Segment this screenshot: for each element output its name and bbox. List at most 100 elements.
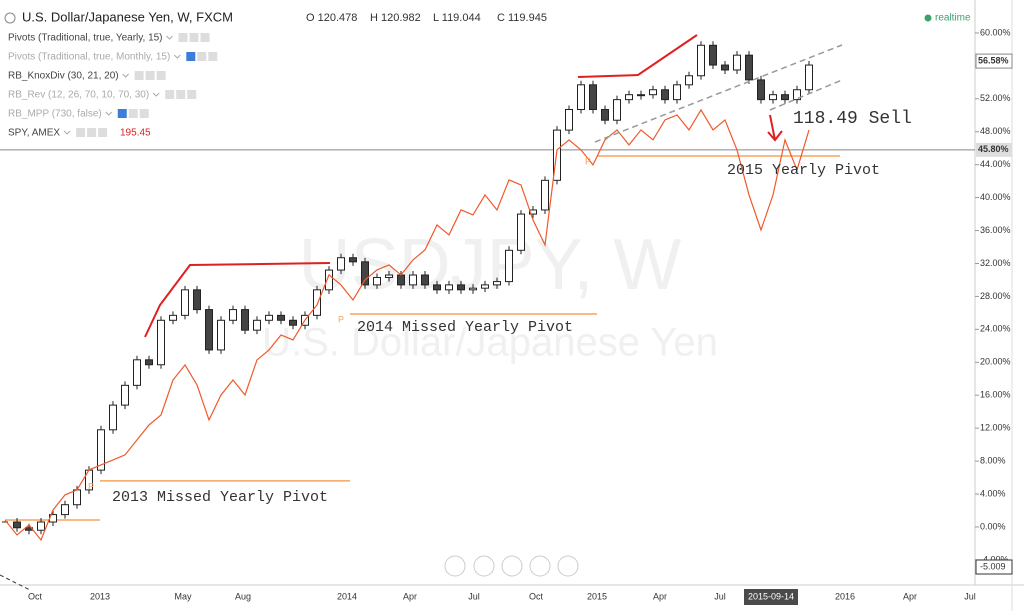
pivot-label: P [338,314,344,324]
y-tick-label: 48.00% [980,126,1011,136]
scroll-right[interactable] [557,555,579,577]
indicator-button[interactable] [197,52,207,61]
cursor-date: 2015-09-14 [748,591,794,601]
candle [169,314,177,321]
candle [721,64,729,71]
scroll-left[interactable] [444,555,466,577]
ohlc-open: O 120.478 [306,12,357,24]
y-tick-label: 32.00% [980,258,1011,268]
price-label: 45.80% [978,144,1009,154]
indicator-button[interactable] [156,71,166,80]
candle [313,289,321,316]
candle [109,404,117,431]
indicator-button[interactable] [189,33,199,42]
candle [277,314,285,321]
status: realtime [935,13,971,24]
candle [745,54,753,81]
pivot-label: P [88,481,94,491]
zoom-in[interactable] [529,555,551,577]
y-tick-label: 36.00% [980,225,1011,235]
watermark: USDJPY, W [299,225,682,305]
indicator-button[interactable] [145,71,155,80]
indicator-button[interactable] [200,33,210,42]
dropdown-caret [152,92,160,97]
indicator-button[interactable] [87,128,97,137]
candle [217,319,225,351]
candle [517,213,525,251]
candle [781,94,789,101]
candle [589,84,597,111]
candle [205,309,213,351]
indicator-button[interactable] [178,33,188,42]
indicator-button[interactable] [186,52,196,61]
y-tick-label: 60.00% [980,27,1011,37]
indicator-label: RB_Rev (12, 26, 70, 10, 70, 30) [8,90,149,101]
y-tick-label: 40.00% [980,192,1011,202]
candle [577,84,585,111]
candle [445,284,453,291]
symbol-icon [4,12,16,24]
candle [625,94,633,101]
indicator-button[interactable] [139,109,149,118]
candle [121,384,129,406]
indicator-button[interactable] [176,90,186,99]
candle [481,284,489,289]
candle [241,309,249,331]
candle [493,281,501,286]
reset[interactable] [501,555,523,577]
candle [145,359,153,366]
spy-line [4,108,810,542]
indicator-button[interactable] [208,52,218,61]
x-tick-label: Jul [714,591,726,601]
x-tick-label: Jul [468,591,480,601]
indicator-label: RB_KnoxDiv (30, 21, 20) [8,71,119,82]
indicator-label: Pivots (Traditional, true, Yearly, 15) [8,33,163,44]
indicator-button[interactable] [98,128,108,137]
x-tick-label: 2016 [835,591,855,601]
candle [685,75,693,86]
indicator-button[interactable] [117,109,127,118]
candle [733,54,741,71]
cursor-date-box [744,589,798,605]
y-tick-label: 20.00% [980,357,1011,367]
candle [385,274,393,278]
candle [793,89,801,101]
x-tick-label: May [174,591,192,601]
candle [61,504,69,516]
ohlc-low: L 119.044 [433,12,481,24]
dropdown-caret [122,73,129,78]
symbol-title: U.S. Dollar/Japanese Yen, W, FXCM [22,9,233,24]
candle [73,489,81,506]
indicator-button[interactable] [165,90,175,99]
candle [553,129,561,181]
candle [37,521,45,531]
indicator-button[interactable] [134,71,144,80]
y-tick-label: 28.00% [980,291,1011,301]
candle [289,319,297,326]
indicator-line [0,574,31,591]
candle [757,79,765,101]
trend-line [577,34,698,78]
x-tick-label: 2013 [90,591,110,601]
dropdown-caret [63,130,71,135]
candle [193,289,201,311]
candle [541,179,549,211]
candle [661,89,669,101]
spy-last: 195.45 [120,128,151,139]
dropdown-caret [166,35,173,40]
y-tick-label: 52.00% [980,93,1011,103]
candle [325,269,333,291]
candle [229,309,237,321]
candle [469,287,477,291]
pivot-note: 2013 Missed Yearly Pivot [112,489,328,506]
candle [253,319,261,331]
zoom-out[interactable] [473,555,495,577]
indicator-button[interactable] [128,109,138,118]
candle [361,261,369,286]
indicator-button[interactable] [76,128,86,137]
plot [0,41,975,542]
indicator-button[interactable] [187,90,197,99]
pivot-note: 2014 Missed Yearly Pivot [357,319,573,336]
